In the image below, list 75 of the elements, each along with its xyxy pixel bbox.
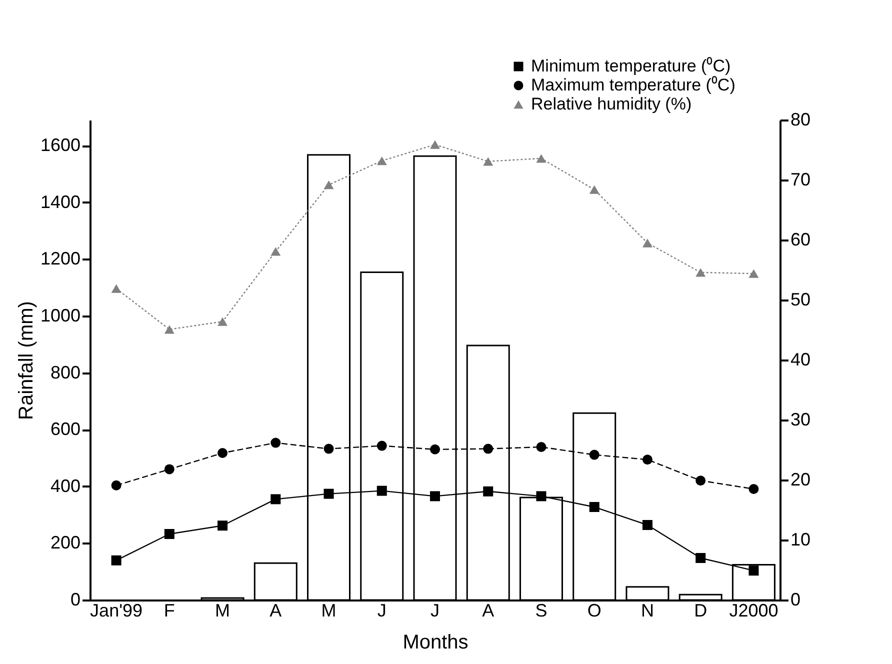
point xyxy=(270,438,281,448)
y-tick-label: 1400 xyxy=(40,192,80,212)
point xyxy=(589,185,600,194)
point xyxy=(748,484,759,494)
point xyxy=(430,140,440,149)
x-tick-label: Jan'99 xyxy=(90,600,143,620)
point xyxy=(164,325,174,334)
point xyxy=(324,488,334,499)
y-tick-label: 1600 xyxy=(40,135,80,156)
legend-label: Relative humidity (%) xyxy=(531,94,692,114)
legend-label: Maximum temperature (⁰C) xyxy=(531,76,736,94)
point xyxy=(536,154,546,163)
point xyxy=(748,269,759,278)
point xyxy=(483,444,494,454)
point xyxy=(696,553,706,563)
y-tick-label: 1000 xyxy=(40,305,80,326)
point xyxy=(218,317,228,326)
point xyxy=(218,448,228,458)
point xyxy=(430,444,440,454)
point xyxy=(324,444,334,454)
point xyxy=(536,442,546,452)
x-tick-label: F xyxy=(164,600,175,620)
x-tick-label: M xyxy=(215,600,230,620)
y-tick-label: 1200 xyxy=(40,248,80,269)
y-axis-title: Rainfall (mm) xyxy=(15,301,38,420)
point xyxy=(376,156,387,166)
y-tick-label: 800 xyxy=(50,362,80,382)
y2-tick-label: 10 xyxy=(790,530,811,550)
point xyxy=(483,157,494,166)
point xyxy=(642,454,652,465)
point xyxy=(642,238,652,248)
x-tick-label: O xyxy=(587,600,602,620)
x-tick-label: J xyxy=(430,600,440,620)
point xyxy=(748,566,759,576)
y-tick-label: 400 xyxy=(50,476,80,496)
x-tick-label: J xyxy=(377,600,386,620)
y2-tick-label: 20 xyxy=(790,470,811,490)
point xyxy=(589,450,600,460)
point xyxy=(270,247,281,256)
y2-tick-label: 80 xyxy=(790,110,811,130)
point xyxy=(696,268,706,277)
y-tick-label: 200 xyxy=(50,532,80,553)
x-tick-label: D xyxy=(694,600,708,620)
y2-tick-label: 60 xyxy=(790,230,811,250)
point xyxy=(111,480,122,490)
point xyxy=(111,284,122,293)
x-tick-label: M xyxy=(321,600,336,620)
y2-tick-label: 50 xyxy=(790,290,811,310)
point xyxy=(376,486,387,496)
y2-tick-label: 70 xyxy=(790,170,811,190)
point xyxy=(642,520,652,530)
x-tick-label: A xyxy=(270,600,282,620)
x-tick-label: A xyxy=(482,600,494,620)
point xyxy=(376,440,387,451)
x-tick-label: N xyxy=(640,600,654,620)
point xyxy=(696,476,706,486)
point xyxy=(218,520,228,531)
point xyxy=(430,491,440,502)
x-axis-title: Months xyxy=(402,632,468,654)
point xyxy=(483,486,494,496)
legend-label: Minimum temperature (⁰C) xyxy=(531,56,731,76)
point xyxy=(589,502,600,512)
y2-tick-label: 40 xyxy=(790,350,811,370)
point xyxy=(164,529,174,539)
y2-tick-label: 0 xyxy=(790,590,801,610)
point xyxy=(164,464,174,474)
y-tick-label: 0 xyxy=(70,590,80,610)
point xyxy=(111,555,122,566)
y2-tick-label: 30 xyxy=(790,410,811,430)
point xyxy=(536,491,546,502)
point xyxy=(270,494,281,504)
x-tick-label: S xyxy=(535,600,548,620)
point xyxy=(324,180,334,190)
x-tick-label: J2000 xyxy=(729,600,778,620)
y-tick-label: 600 xyxy=(50,419,80,440)
